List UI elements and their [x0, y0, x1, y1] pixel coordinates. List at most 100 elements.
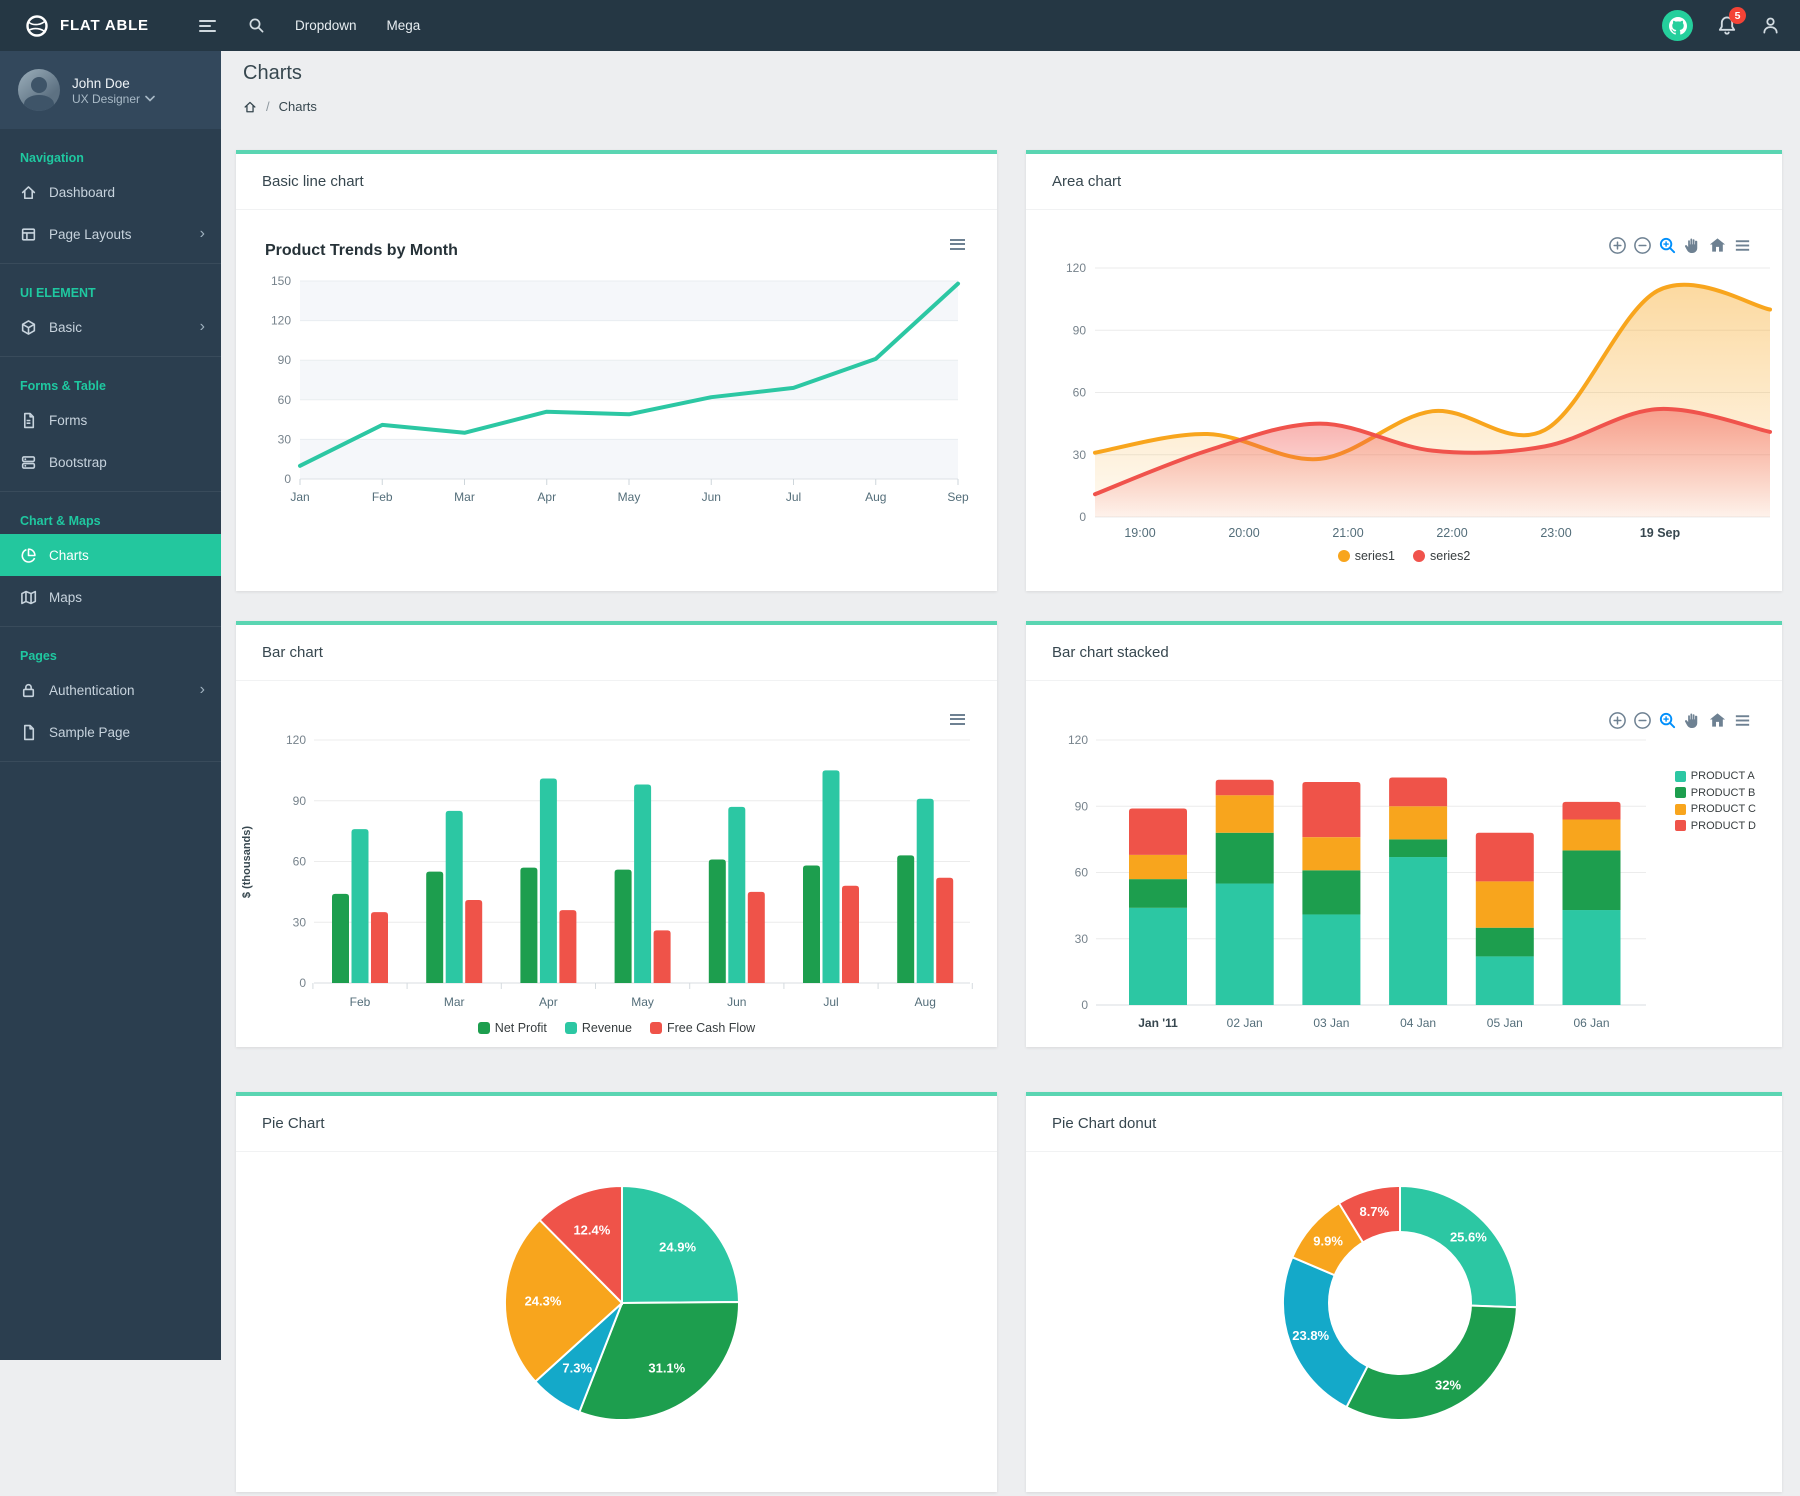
- sidebar-item-dashboard[interactable]: Dashboard: [0, 171, 221, 213]
- legend-item[interactable]: series2: [1413, 549, 1470, 563]
- github-icon: [1668, 16, 1687, 35]
- chart-legend: Net Profit Revenue Free Cash Flow: [236, 1021, 997, 1035]
- sidebar-item-maps[interactable]: Maps: [0, 576, 221, 618]
- search-icon[interactable]: [248, 17, 265, 34]
- zoom-in-icon[interactable]: [1607, 235, 1627, 255]
- home-icon: [20, 184, 37, 201]
- svg-text:31.1%: 31.1%: [648, 1361, 685, 1376]
- section-label-pages: Pages: [20, 649, 57, 663]
- svg-text:30: 30: [293, 915, 307, 929]
- svg-text:8.7%: 8.7%: [1359, 1204, 1389, 1219]
- svg-text:22:00: 22:00: [1436, 526, 1467, 540]
- svg-text:Mar: Mar: [454, 490, 475, 504]
- chart-menu-icon[interactable]: [950, 711, 965, 727]
- card-bar-chart-stacked: Bar chart stacked 120 90 60 30 0 Jan '11 02 Ja…: [1026, 621, 1782, 1047]
- user-panel[interactable]: John Doe UX Designer: [0, 51, 221, 129]
- user-menu-button[interactable]: [1761, 16, 1780, 35]
- selection-zoom-icon[interactable]: [1657, 710, 1677, 730]
- svg-text:21:00: 21:00: [1332, 526, 1363, 540]
- breadcrumb-home-icon[interactable]: [243, 100, 257, 114]
- sidebar: John Doe UX Designer Navigation Dashboar…: [0, 51, 221, 1360]
- sidebar-item-charts[interactable]: Charts: [0, 534, 221, 576]
- card-basic-line-chart: Basic line chart Product Trends by Month…: [236, 150, 997, 591]
- chevron-right-icon: ›: [199, 225, 205, 242]
- legend-item[interactable]: PRODUCT D: [1674, 820, 1756, 832]
- sidebar-collapse-icon[interactable]: [193, 11, 222, 41]
- section-label-forms-table: Forms & Table: [20, 379, 106, 393]
- svg-text:02 Jan: 02 Jan: [1227, 1016, 1263, 1030]
- svg-text:Apr: Apr: [537, 490, 556, 504]
- svg-text:Aug: Aug: [915, 995, 936, 1009]
- svg-text:9.9%: 9.9%: [1313, 1233, 1343, 1248]
- person-icon: [1761, 16, 1780, 35]
- sidebar-item-bootstrap[interactable]: Bootstrap: [0, 441, 221, 483]
- card-title: Pie Chart donut: [1026, 1096, 1782, 1152]
- card-area-chart: Area chart 120 90 60 30 0 19:00 20:00 21:00 22:0…: [1026, 150, 1782, 591]
- card-title: Bar chart stacked: [1026, 625, 1782, 681]
- legend-item[interactable]: PRODUCT B: [1674, 787, 1756, 799]
- card-bar-chart: Bar chart 120 90 60 30 0 $ (thousands) Feb Mar A…: [236, 621, 997, 1047]
- menu-icon[interactable]: [1732, 710, 1752, 730]
- zoom-in-icon[interactable]: [1607, 710, 1627, 730]
- selection-zoom-icon[interactable]: [1657, 235, 1677, 255]
- svg-text:12.4%: 12.4%: [573, 1222, 610, 1237]
- svg-text:120: 120: [271, 314, 291, 328]
- legend-item[interactable]: series1: [1337, 549, 1395, 563]
- chart-toolbar: [1607, 710, 1752, 730]
- breadcrumb-separator: /: [266, 99, 270, 114]
- notification-badge: 5: [1729, 7, 1746, 24]
- page-icon: [20, 724, 37, 741]
- breadcrumb: / Charts: [243, 99, 317, 114]
- sidebar-item-forms[interactable]: Forms: [0, 399, 221, 441]
- chevron-right-icon: ›: [199, 681, 205, 698]
- brand-name: FLAT ABLE: [60, 17, 149, 34]
- zoom-out-icon[interactable]: [1632, 710, 1652, 730]
- card-title: Bar chart: [236, 625, 997, 681]
- card-pie-chart-donut: Pie Chart donut 25.6% 32% 23.8% 9.9% 8.7%: [1026, 1092, 1782, 1492]
- svg-text:Product Trends by Month: Product Trends by Month: [265, 242, 458, 259]
- chevron-right-icon: ›: [199, 318, 205, 335]
- svg-text:120: 120: [1066, 261, 1086, 275]
- server-icon: [20, 454, 37, 471]
- section-label-navigation: Navigation: [20, 151, 84, 165]
- sidebar-item-authentication[interactable]: Authentication ›: [0, 669, 221, 711]
- pan-icon[interactable]: [1682, 235, 1702, 255]
- nav-link-dropdown[interactable]: Dropdown: [295, 18, 357, 33]
- nav-link-mega[interactable]: Mega: [386, 18, 421, 33]
- svg-text:120: 120: [1068, 733, 1088, 747]
- svg-text:Jun: Jun: [727, 995, 746, 1009]
- pan-icon[interactable]: [1682, 710, 1702, 730]
- legend-item[interactable]: Free Cash Flow: [649, 1021, 755, 1035]
- svg-text:Sep: Sep: [947, 490, 969, 504]
- svg-text:90: 90: [1075, 799, 1089, 813]
- breadcrumb-current[interactable]: Charts: [278, 99, 317, 114]
- file-text-icon: [20, 412, 37, 429]
- svg-text:23:00: 23:00: [1540, 526, 1571, 540]
- legend-item[interactable]: PRODUCT A: [1674, 770, 1756, 782]
- svg-text:60: 60: [293, 855, 307, 869]
- svg-text:Aug: Aug: [865, 490, 886, 504]
- zoom-out-icon[interactable]: [1632, 235, 1652, 255]
- sidebar-item-sample-page[interactable]: Sample Page: [0, 711, 221, 753]
- sidebar-item-page-layouts[interactable]: Page Layouts ›: [0, 213, 221, 255]
- sidebar-item-basic[interactable]: Basic ›: [0, 306, 221, 348]
- svg-text:Jul: Jul: [823, 995, 838, 1009]
- section-label-chart-maps: Chart & Maps: [20, 514, 101, 528]
- svg-text:06 Jan: 06 Jan: [1573, 1016, 1609, 1030]
- svg-text:20:00: 20:00: [1228, 526, 1259, 540]
- notifications-button[interactable]: 5: [1717, 7, 1746, 36]
- legend-item[interactable]: Revenue: [564, 1021, 632, 1035]
- svg-text:0: 0: [299, 976, 306, 990]
- brand[interactable]: FLAT ABLE: [0, 13, 221, 39]
- home-icon[interactable]: [1707, 235, 1727, 255]
- svg-text:120: 120: [286, 733, 306, 747]
- home-icon[interactable]: [1707, 710, 1727, 730]
- svg-text:90: 90: [1073, 323, 1087, 337]
- chevron-down-icon: [145, 95, 155, 102]
- legend-item[interactable]: PRODUCT C: [1674, 803, 1756, 815]
- chart-menu-icon[interactable]: [950, 236, 965, 252]
- legend-item[interactable]: Net Profit: [477, 1021, 547, 1035]
- github-button[interactable]: [1662, 10, 1693, 41]
- menu-icon[interactable]: [1732, 235, 1752, 255]
- user-role: UX Designer: [72, 91, 141, 106]
